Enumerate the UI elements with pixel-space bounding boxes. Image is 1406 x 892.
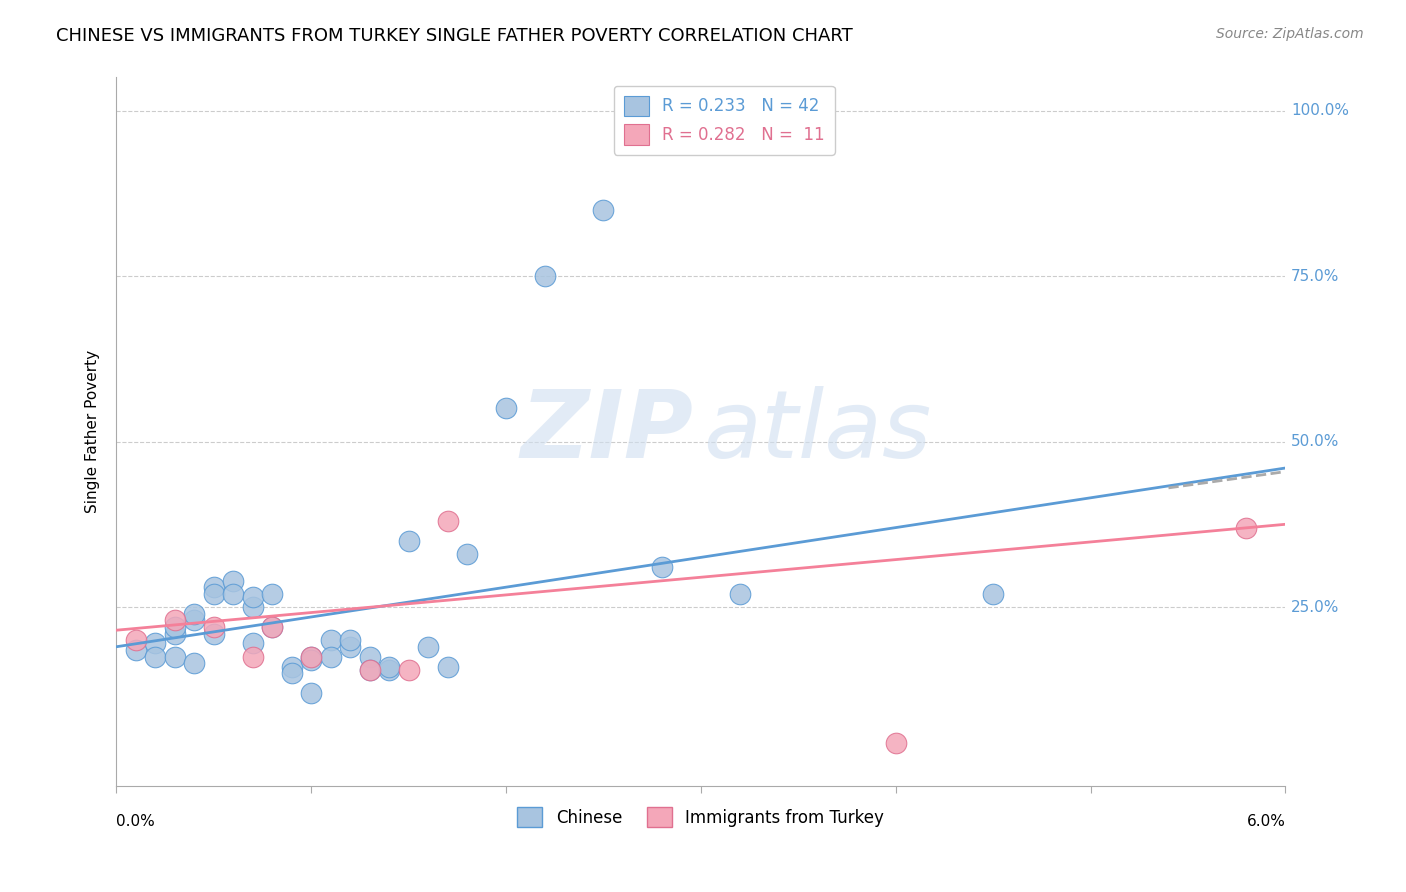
Point <box>299 649 322 664</box>
Point <box>728 587 751 601</box>
Point <box>242 590 264 604</box>
Point <box>262 587 284 601</box>
Point <box>299 653 322 667</box>
Point <box>262 620 284 634</box>
Point <box>280 659 302 673</box>
Point <box>378 663 401 677</box>
Text: 6.0%: 6.0% <box>1247 814 1285 830</box>
Point <box>456 547 478 561</box>
Point <box>262 620 284 634</box>
Point <box>436 659 458 673</box>
Point <box>183 607 205 621</box>
Point <box>339 640 361 654</box>
Point <box>163 649 186 664</box>
Point <box>339 633 361 648</box>
Point <box>222 574 245 588</box>
Point <box>299 686 322 700</box>
Point <box>242 636 264 650</box>
Point <box>183 657 205 671</box>
Text: 25.0%: 25.0% <box>1291 599 1340 615</box>
Point <box>183 613 205 627</box>
Point <box>592 202 614 217</box>
Point <box>143 649 166 664</box>
Point <box>202 580 225 594</box>
Text: 100.0%: 100.0% <box>1291 103 1350 118</box>
Point <box>202 587 225 601</box>
Point <box>280 666 302 681</box>
Point <box>319 633 342 648</box>
Point <box>359 649 381 664</box>
Point <box>534 268 557 283</box>
Point <box>359 663 381 677</box>
Point <box>202 620 225 634</box>
Point <box>202 626 225 640</box>
Text: Source: ZipAtlas.com: Source: ZipAtlas.com <box>1216 27 1364 41</box>
Point <box>398 533 420 548</box>
Point <box>1234 520 1257 534</box>
Point <box>163 620 186 634</box>
Point <box>163 626 186 640</box>
Text: atlas: atlas <box>703 386 932 477</box>
Point <box>319 649 342 664</box>
Point <box>143 636 166 650</box>
Point <box>378 659 401 673</box>
Text: CHINESE VS IMMIGRANTS FROM TURKEY SINGLE FATHER POVERTY CORRELATION CHART: CHINESE VS IMMIGRANTS FROM TURKEY SINGLE… <box>56 27 853 45</box>
Point <box>398 663 420 677</box>
Point <box>884 736 907 750</box>
Point <box>125 633 148 648</box>
Point <box>495 401 517 416</box>
Point <box>436 514 458 528</box>
Point <box>359 663 381 677</box>
Point <box>299 649 322 664</box>
Point <box>416 640 439 654</box>
Point <box>651 560 673 574</box>
Point <box>242 600 264 615</box>
Y-axis label: Single Father Poverty: Single Father Poverty <box>86 350 100 513</box>
Text: 75.0%: 75.0% <box>1291 268 1340 284</box>
Text: 50.0%: 50.0% <box>1291 434 1340 449</box>
Point <box>163 613 186 627</box>
Point <box>125 643 148 657</box>
Point <box>242 649 264 664</box>
Point <box>222 587 245 601</box>
Legend: Chinese, Immigrants from Turkey: Chinese, Immigrants from Turkey <box>510 800 891 834</box>
Text: ZIP: ZIP <box>520 385 693 477</box>
Point <box>981 587 1004 601</box>
Text: 0.0%: 0.0% <box>117 814 155 830</box>
